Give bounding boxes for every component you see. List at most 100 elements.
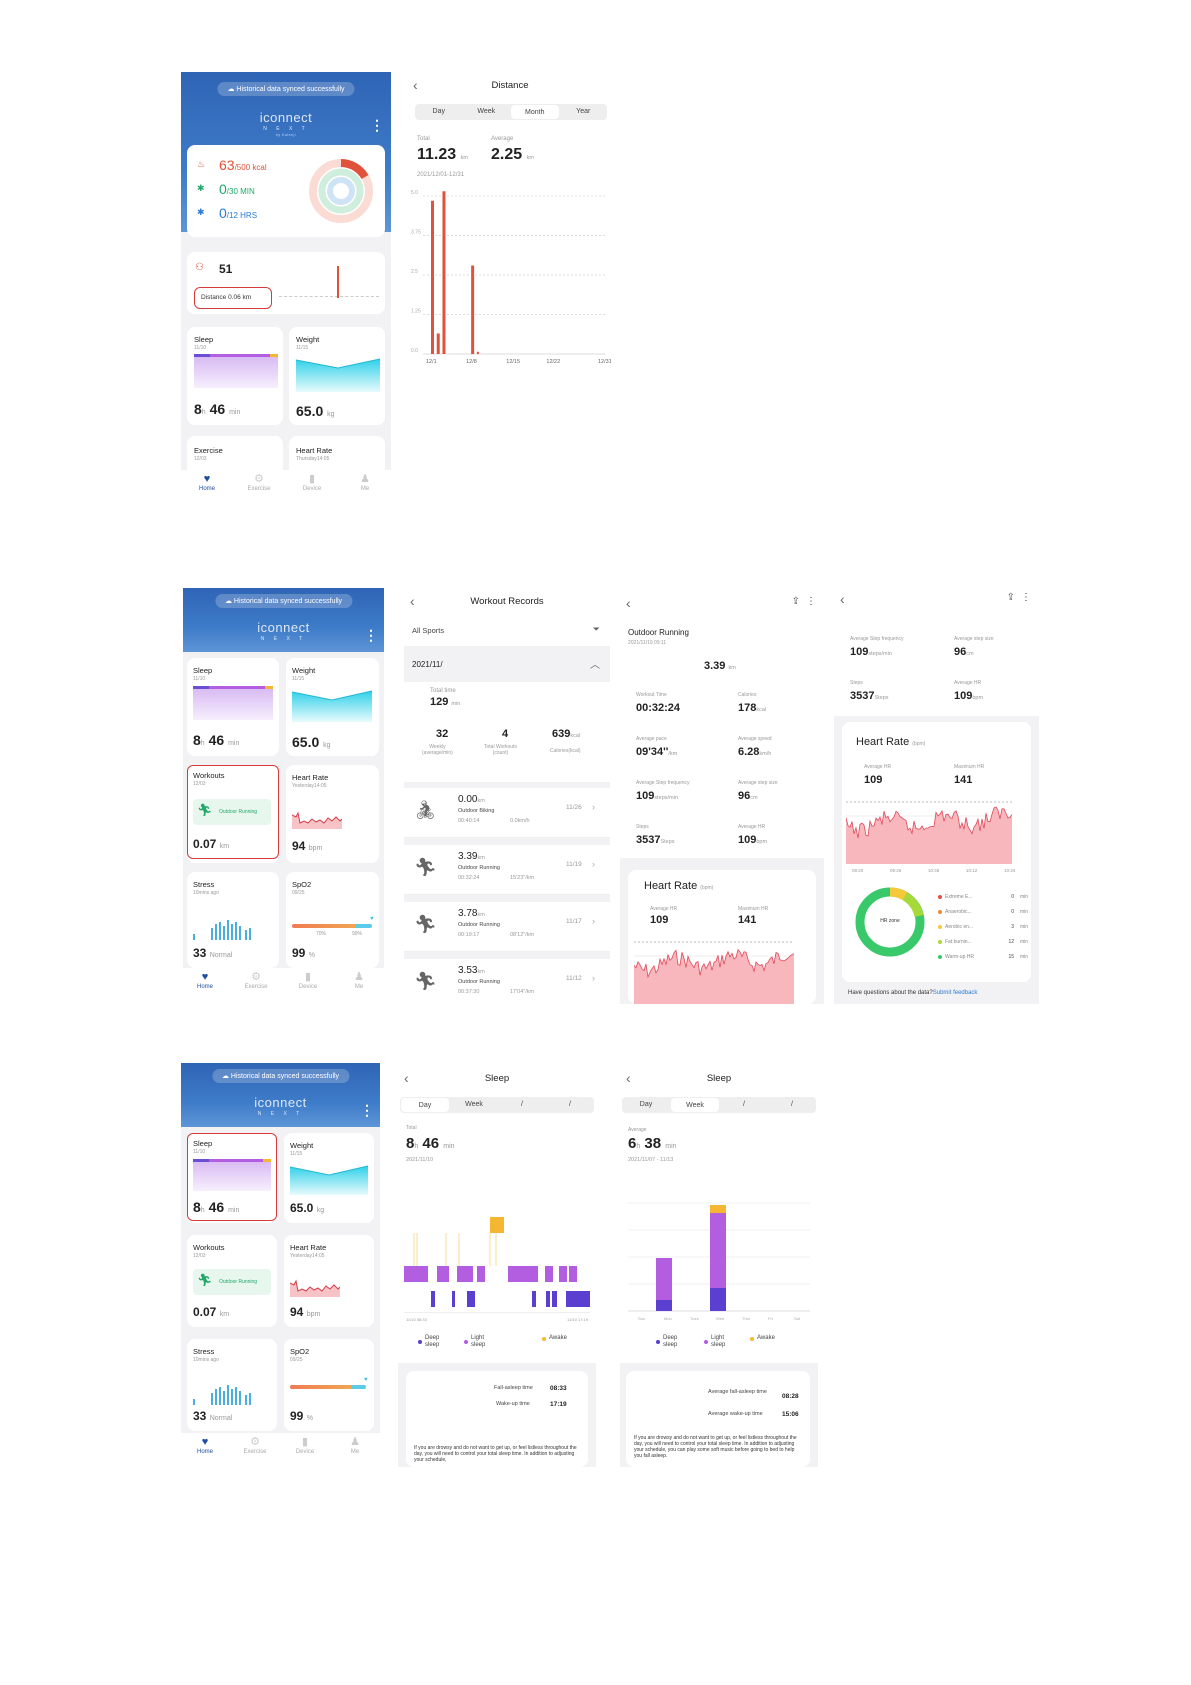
tab-slot4[interactable]: / — [569, 1101, 571, 1108]
workout-row[interactable]: 🏃︎ 3.53km Outdoor Running 00:37:30 17'04"/km… — [404, 959, 610, 1002]
chart-start: 11/10 08:33 — [406, 1317, 427, 1322]
card-title: Sleep — [193, 1139, 213, 1148]
share-icon[interactable]: ⇪ — [1006, 592, 1015, 603]
heart-rate-card[interactable]: Heart Rate Yesterday14:05 94 bpm — [286, 765, 379, 863]
nav-home[interactable]: ♥ Home — [185, 970, 225, 990]
tab-slot3[interactable]: / — [743, 1101, 745, 1108]
more-icon[interactable]: ⋮ — [364, 628, 378, 642]
sleep-card[interactable]: Sleep 11/10 8h 46 min — [187, 658, 279, 756]
page-title: Sleep — [706, 1073, 732, 1084]
nav-exercise[interactable]: ⚙ Exercise — [239, 472, 279, 492]
stat-unit: cm — [966, 651, 974, 657]
logo-sub: N E X T — [263, 126, 309, 132]
sport-filter[interactable]: All Sports — [412, 626, 445, 635]
nav-device[interactable]: ▮ Device — [292, 472, 332, 492]
tab-month[interactable]: Month — [511, 105, 559, 119]
filter-icon[interactable]: ⏷ — [592, 624, 600, 634]
more-icon[interactable]: ⋮ — [1021, 592, 1031, 603]
more-icon[interactable]: ⋮ — [360, 1103, 374, 1117]
tab-week[interactable]: Week — [465, 1101, 483, 1108]
sleep-mu: min — [228, 740, 240, 747]
nav-me[interactable]: ♟ Me — [335, 1435, 375, 1455]
back-icon[interactable]: ‹ — [404, 1070, 409, 1086]
tab-slot3[interactable]: / — [521, 1101, 523, 1108]
more-icon[interactable]: ⋮ — [806, 596, 816, 607]
light-sleep-block — [477, 1266, 485, 1282]
zone-name: Aerobic en... — [945, 924, 974, 930]
exercise-card[interactable]: Exercise 12/03 — [187, 436, 283, 476]
nav-me[interactable]: ♟ Me — [345, 472, 385, 492]
stat-unit: /km — [668, 751, 678, 757]
stat-num: 6.28 — [738, 746, 760, 758]
workout-row[interactable]: 🏃︎ 3.78km Outdoor Running 00:19:17 08'12"/km… — [404, 902, 610, 952]
back-icon[interactable]: ‹ — [626, 595, 631, 611]
spo2-card[interactable]: SpO2 09/25 ♥ 70% 99% 99 % — [286, 872, 379, 968]
spo2-card[interactable]: SpO2 09/25 ♥ 99 % — [284, 1339, 374, 1431]
sleep-card[interactable]: Sleep 11/10 8h 46 min — [187, 1133, 277, 1223]
workouts-card[interactable]: Workouts 12/03 🏃︎ Outdoor Running 0.07 km — [187, 1235, 277, 1327]
sleep-duration: 8h 46 min — [193, 732, 239, 748]
sleep-mu: min — [228, 1207, 240, 1214]
card-date: 09/25 — [292, 890, 305, 896]
workouts-card[interactable]: Workouts 12/03 🏃︎ Outdoor Running 0.07 km — [187, 765, 279, 863]
distance-bar[interactable] — [442, 191, 446, 354]
nav-me[interactable]: ♟ Me — [339, 970, 379, 990]
zone-row: Warm-up HR 15 min — [938, 954, 1028, 961]
tab-day[interactable]: Day — [639, 1101, 653, 1108]
share-icon[interactable]: ⇪ — [791, 596, 800, 607]
nav-device[interactable]: ▮ Device — [285, 1435, 325, 1455]
zone-name: Warm-up HR — [945, 954, 974, 960]
nav-home[interactable]: ♥ Home — [185, 1435, 225, 1455]
tab-day[interactable]: Day — [401, 1098, 449, 1112]
back-icon[interactable]: ‹ — [840, 591, 845, 607]
distance-bar[interactable] — [471, 265, 475, 354]
calories-goal: 63/500 kcal — [219, 157, 267, 173]
weight-card[interactable]: Weight 11/15 65.0 kg — [284, 1133, 374, 1223]
stat-value: 3537Steps — [850, 690, 889, 702]
nav-home[interactable]: ♥ Home — [187, 472, 227, 492]
stat-num: 00:32:24 — [636, 702, 681, 714]
nav-device[interactable]: ▮ Device — [288, 970, 328, 990]
back-icon[interactable]: ‹ — [413, 77, 418, 93]
nav-exercise[interactable]: ⚙ Exercise — [236, 970, 276, 990]
nav-exercise[interactable]: ⚙ Exercise — [235, 1435, 275, 1455]
weight-card[interactable]: Weight 11/15 65.0 kg — [286, 658, 379, 756]
heart-rate-card[interactable]: Heart Rate Yesterday14:05 94 bpm — [284, 1235, 374, 1327]
workout-row[interactable]: 🚴︎ 0.00km Outdoor Biking 00:40:14 0.0km/h 11/… — [404, 788, 610, 838]
stress-card[interactable]: Stress 10mins ago 33 Normal — [187, 872, 279, 968]
weight-card[interactable]: Weight 11/15 65.0 kg — [289, 327, 385, 425]
spo2-high: 99% — [352, 931, 363, 937]
total-label: Total — [406, 1125, 417, 1131]
exercise-icon: ⚙ — [250, 1436, 260, 1448]
distance-bar[interactable] — [476, 351, 479, 354]
goals-card[interactable]: ♨ 63/500 kcal ✱ 0/30 MIN ✱ 0/12 HRS — [187, 145, 385, 237]
tab-slot4[interactable]: / — [791, 1101, 793, 1108]
sw-m: 38 — [644, 1135, 662, 1152]
tab-day[interactable]: Day — [432, 108, 445, 115]
legend-item: Light sleep — [704, 1335, 725, 1349]
distance-bar[interactable] — [436, 333, 440, 354]
bottom-nav: ♥ Home ⚙ Exercise ▮ Device ♟ Me — [183, 968, 384, 1002]
heart-rate-card[interactable]: Heart Rate Thursday14:05 — [289, 436, 385, 476]
tab-week[interactable]: Week — [477, 108, 496, 115]
tab-week[interactable]: Week — [671, 1098, 719, 1112]
week-range: 2021/11/07 - 11/13 — [628, 1157, 674, 1163]
y-tick-label: 2.5 — [411, 269, 418, 275]
x-tick-label: 12/22 — [546, 359, 560, 365]
nav-label: Home — [198, 486, 215, 492]
distance-screen: ‹ Distance Day Week Month Year Total 11.… — [409, 72, 611, 372]
nav-label: Exercise — [243, 1449, 267, 1455]
sleep-card[interactable]: Sleep 11/10 8h 46 min — [187, 327, 283, 425]
more-icon[interactable]: ⋮ — [370, 118, 384, 132]
steps-card[interactable]: ⚇ 51 Distance 0.06 km — [187, 252, 385, 314]
back-icon[interactable]: ‹ — [626, 1070, 631, 1086]
workout-row[interactable]: 🏃︎ 3.39km Outdoor Running 00:32:24 15'23"/km… — [404, 845, 610, 895]
back-icon[interactable]: ‹ — [410, 593, 415, 609]
tab-year[interactable]: Year — [576, 108, 591, 115]
submit-feedback-link[interactable]: Submit feedback — [932, 990, 978, 996]
stress-card[interactable]: Stress 10mins ago 33 Normal — [187, 1339, 277, 1431]
bottom-nav: ♥ Home ⚙ Exercise ▮ Device ♟ Me — [181, 1433, 380, 1467]
chevron-up-icon[interactable]: ︿ — [590, 660, 600, 671]
distance-bar[interactable] — [431, 200, 434, 354]
legend-label: Awake — [757, 1335, 775, 1341]
